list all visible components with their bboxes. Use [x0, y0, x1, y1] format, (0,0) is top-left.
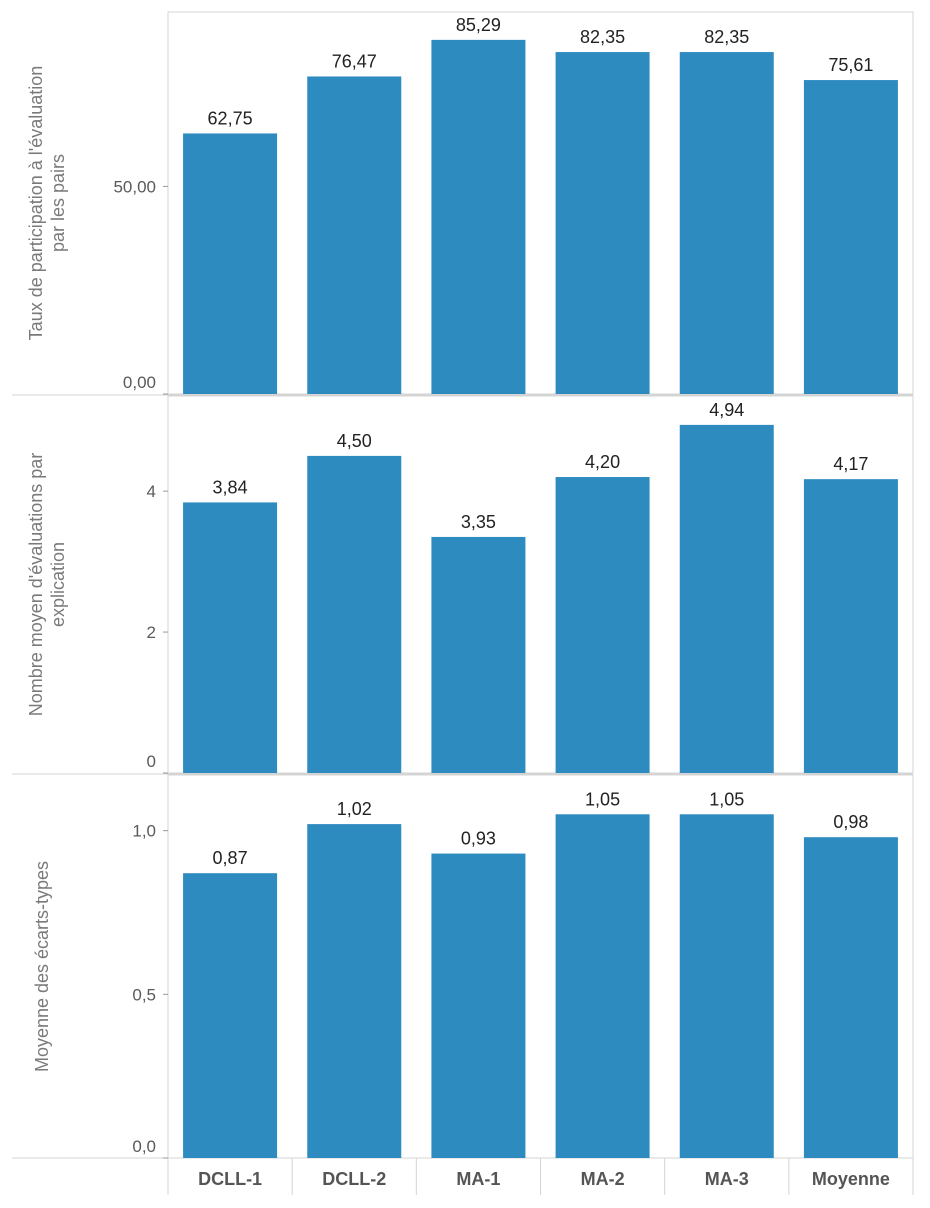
panel-frame-3 [167, 774, 914, 1159]
bar-MA-2 [555, 52, 650, 394]
data-label: 85,29 [456, 15, 501, 35]
y-tick-label: 0,00 [123, 373, 156, 392]
data-label: 4,17 [833, 454, 868, 474]
data-label: 62,75 [208, 108, 253, 128]
data-label: 3,35 [461, 512, 496, 532]
bar-DCLL-2 [307, 76, 402, 394]
x-tick-label: Moyenne [812, 1169, 890, 1189]
y-tick-label: 0,0 [132, 1137, 156, 1156]
y-axis-title: par les pairs [48, 154, 68, 252]
bar-DCLL-1 [183, 502, 278, 773]
y-axis-title: Nombre moyen d'évaluations par [26, 453, 46, 717]
data-label: 75,61 [828, 55, 873, 75]
data-label: 0,98 [833, 812, 868, 832]
y-tick-label: 4 [147, 482, 156, 501]
x-tick-label: DCLL-2 [322, 1169, 386, 1189]
data-label: 1,05 [585, 789, 620, 809]
y-axis-title: Moyenne des écarts-types [32, 861, 52, 1072]
y-tick-label: 2 [147, 623, 156, 642]
data-label: 0,87 [213, 848, 248, 868]
y-axis-title: explication [48, 542, 68, 627]
bar-Moyenne [803, 479, 898, 773]
data-label: 76,47 [332, 51, 377, 71]
bar-MA-3 [679, 52, 774, 394]
data-label: 82,35 [580, 27, 625, 47]
data-label: 0,93 [461, 829, 496, 849]
bar-MA-2 [555, 814, 650, 1158]
bar-MA-2 [555, 477, 650, 773]
bar-MA-1 [431, 536, 526, 773]
y-tick-label: 0 [147, 752, 156, 771]
y-axis-title: Taux de participation à l'évaluation [26, 66, 46, 341]
data-label: 4,94 [709, 400, 744, 420]
data-label: 3,84 [213, 477, 248, 497]
bar-DCLL-2 [307, 455, 402, 773]
bar-Moyenne [803, 80, 898, 394]
data-label: 4,20 [585, 452, 620, 472]
panel-frame-1 [167, 11, 914, 395]
bar-MA-3 [679, 814, 774, 1158]
bar-MA-3 [679, 424, 774, 773]
x-tick-label: MA-1 [456, 1169, 500, 1189]
bar-DCLL-1 [183, 873, 278, 1158]
y-tick-label: 1,0 [132, 822, 156, 841]
y-tick-label: 0,5 [132, 985, 156, 1004]
data-label: 4,50 [337, 431, 372, 451]
x-tick-label: DCLL-1 [198, 1169, 262, 1189]
panel-frame-2 [167, 395, 914, 774]
x-tick-label: MA-3 [705, 1169, 749, 1189]
bar-MA-1 [431, 39, 526, 395]
x-tick-label: MA-2 [581, 1169, 625, 1189]
data-label: 1,02 [337, 799, 372, 819]
bar-DCLL-2 [307, 824, 402, 1158]
y-tick-label: 50,00 [113, 177, 156, 196]
data-label: 1,05 [709, 789, 744, 809]
data-label: 82,35 [704, 27, 749, 47]
bar-Moyenne [803, 837, 898, 1158]
bar-DCLL-1 [183, 133, 278, 394]
bar-MA-1 [431, 853, 526, 1158]
